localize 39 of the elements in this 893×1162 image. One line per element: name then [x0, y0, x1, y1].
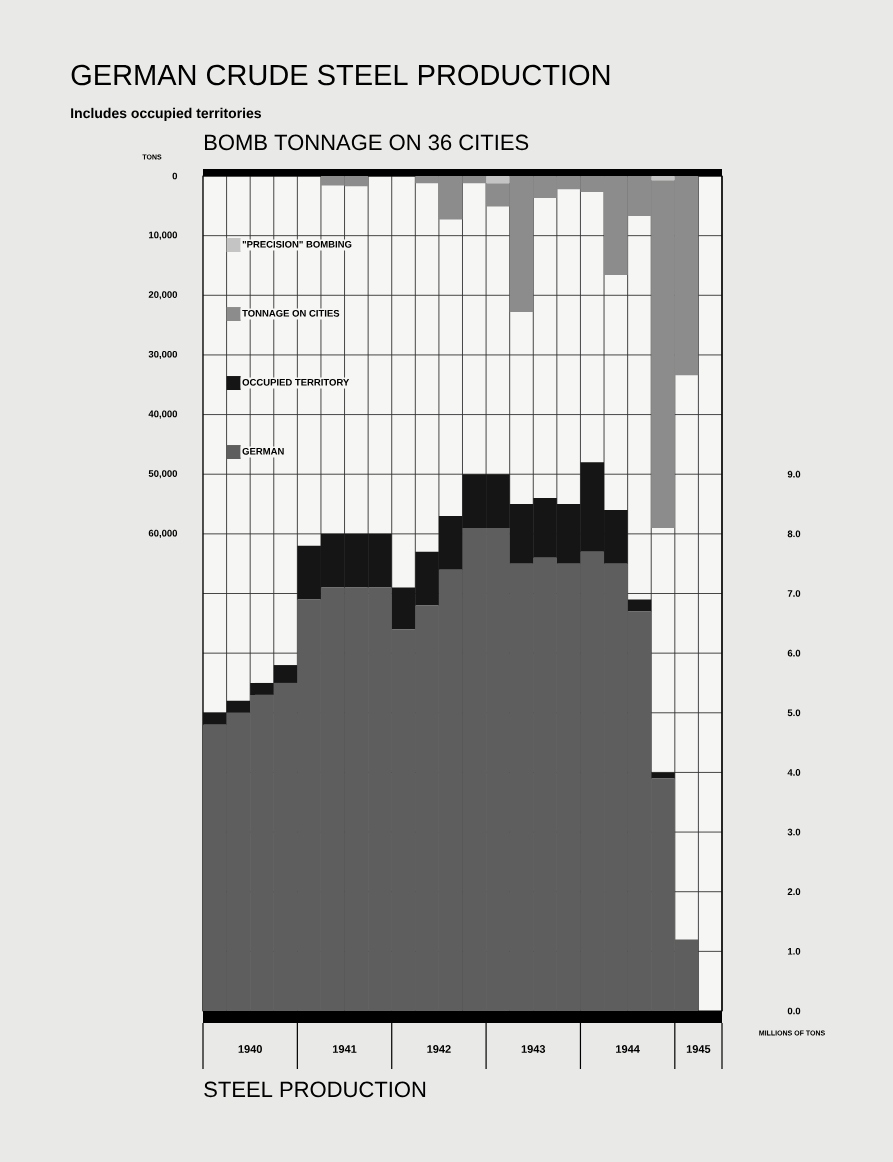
- y2-tick-label: 1.0: [787, 947, 801, 955]
- y2-tick-label: 8.0: [787, 530, 801, 538]
- y-tick-label: 20,000: [148, 291, 178, 300]
- y-tick-label: 60,000: [148, 529, 178, 538]
- legend-label: GERMAN: [242, 447, 284, 455]
- x-tick-label: 1943: [521, 1045, 546, 1053]
- bar: [651, 176, 675, 181]
- bar: [627, 599, 652, 612]
- bar: [651, 772, 675, 779]
- y2-tick-label: 0.0: [787, 1007, 801, 1015]
- bar: [203, 712, 227, 725]
- y2-tick-label: 6.0: [787, 649, 801, 657]
- chart-title: GERMAN CRUDE STEEL PRODUCTION: [71, 64, 610, 86]
- y2-tick-label: 7.0: [787, 590, 801, 597]
- y-tick-label: 30,000: [148, 350, 178, 359]
- y-tick-label: 50,000: [148, 470, 178, 479]
- x-tick-label: 1944: [616, 1045, 640, 1053]
- y-tick-label: 10,000: [149, 231, 178, 240]
- y2-tick-label: 4.0: [787, 769, 801, 776]
- chart-subtitle: Includes occupied territories: [71, 107, 262, 121]
- bar: [273, 665, 298, 683]
- text: STEEL PRODUCTION: [204, 1081, 426, 1098]
- x-tick-label: 1942: [427, 1045, 451, 1053]
- x-tick-label: 1941: [333, 1045, 357, 1053]
- y-tick-label: 40,000: [148, 410, 178, 419]
- bar: [250, 682, 274, 695]
- bar: [226, 700, 251, 713]
- x-tick-label: 1945: [686, 1045, 711, 1053]
- legend-label: OCCUPIED TERRITORY: [242, 378, 350, 386]
- legend-label: TONNAGE ON CITIES: [242, 309, 340, 317]
- y-tick-label: 0: [172, 172, 178, 180]
- x-tick-label: 1940: [238, 1045, 262, 1053]
- bar: [486, 176, 510, 184]
- y2-tick-label: 5.0: [787, 709, 801, 717]
- y2-tick-label: 3.0: [787, 828, 801, 836]
- y2-tick-label: 2.0: [787, 888, 801, 896]
- text: BOMB TONNAGE ON 36 CITIES: [205, 134, 529, 151]
- legend-label: "PRECISION" BOMBING: [242, 240, 352, 248]
- y2-tick-label: 9.0: [787, 470, 801, 478]
